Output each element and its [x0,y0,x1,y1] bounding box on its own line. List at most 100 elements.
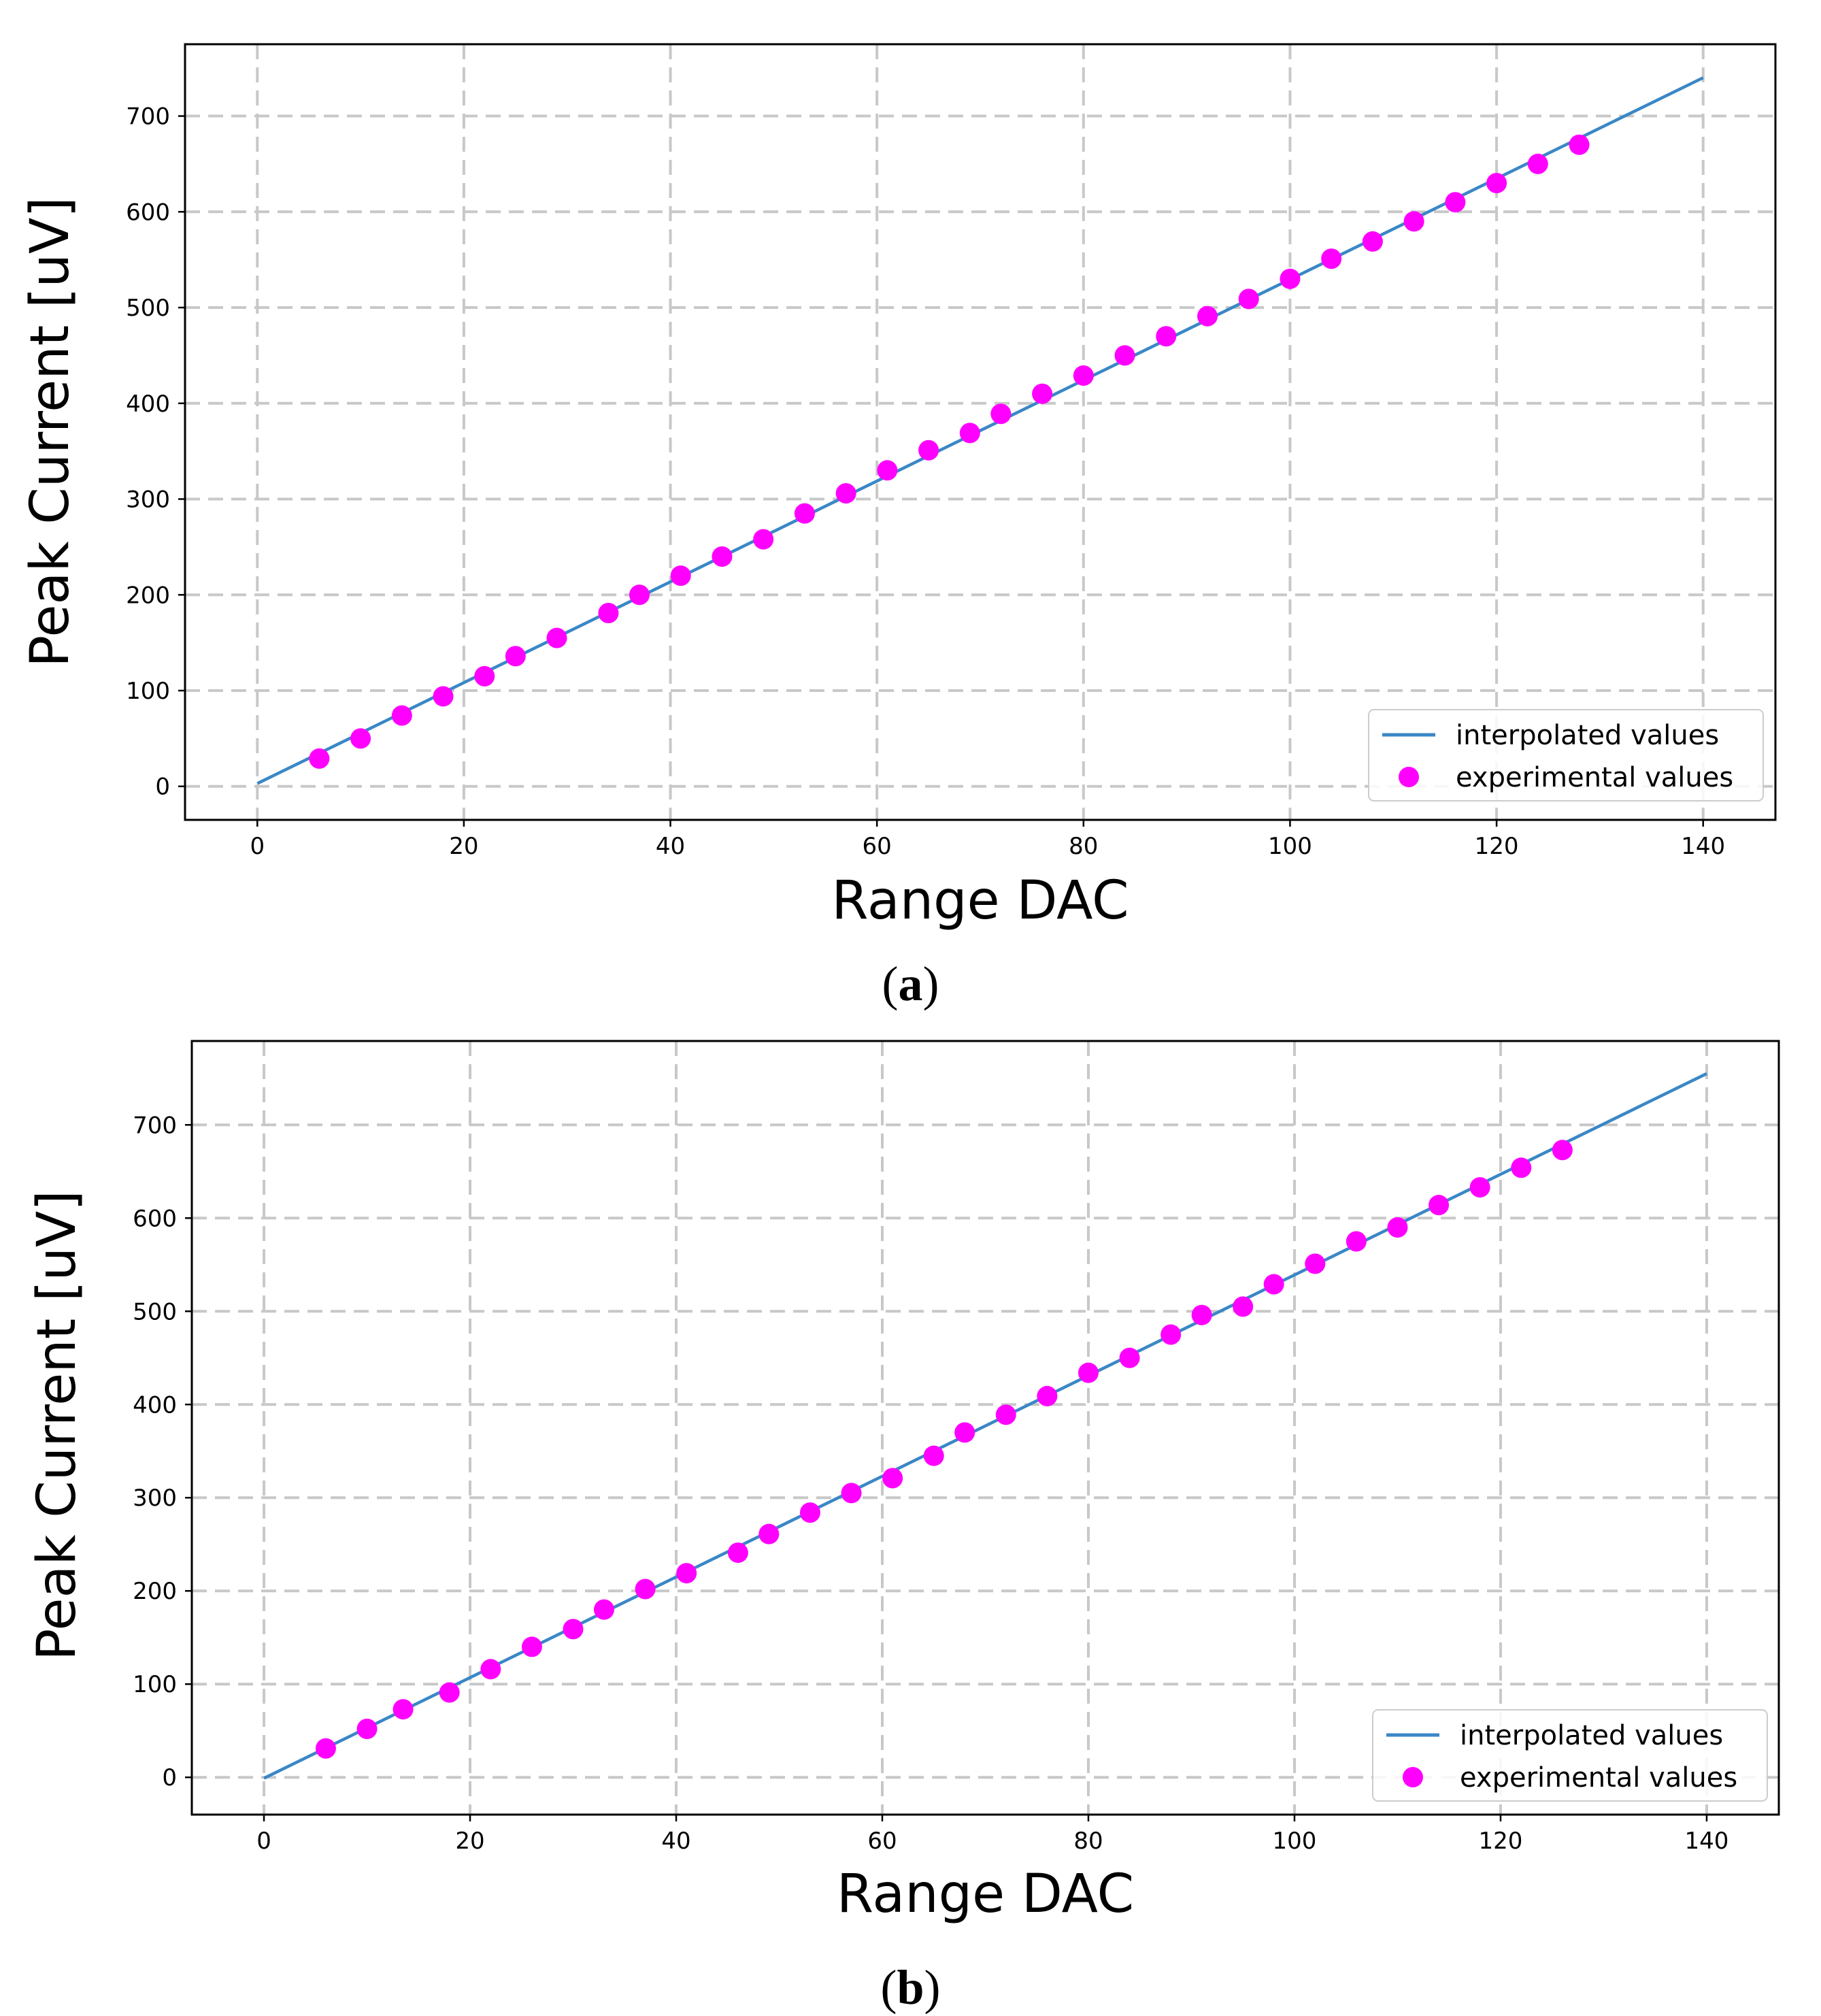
legend-point-label: experimental values [1456,762,1733,793]
data-point [480,1659,501,1680]
data-point [758,1523,780,1544]
data-point [995,1404,1016,1425]
data-point [1552,1140,1573,1161]
data-point [1321,248,1342,269]
data-point [959,423,980,444]
data-point [563,1619,584,1640]
data-point [1346,1231,1367,1252]
y-tick-label: 400 [133,1391,177,1419]
y-tick-label: 500 [126,295,170,322]
data-point [1445,192,1466,213]
y-tick-label: 400 [126,391,170,418]
x-axis-label: Range DAC [831,870,1129,931]
data-point [1032,383,1053,404]
data-point [1119,1347,1140,1368]
data-point [1197,305,1218,327]
data-point [1238,288,1259,310]
caption-a: (a) [882,957,939,1011]
data-point [1429,1195,1450,1216]
caption-b-letter: b [897,1960,924,2015]
y-axis-label: Peak Current [uV] [27,1190,88,1660]
data-point [882,1468,903,1489]
data-point [598,603,619,623]
data-point [990,403,1012,425]
y-tick-label: 700 [126,103,170,131]
data-point [1511,1157,1532,1178]
data-point [918,440,939,461]
caption-a-letter: a [898,957,923,1011]
data-point [670,565,691,586]
data-point [1263,1274,1284,1295]
x-tick-label: 60 [867,1828,897,1855]
data-point [1569,134,1590,155]
x-tick-label: 40 [656,833,685,860]
data-point [1486,173,1507,194]
data-point [1114,345,1135,366]
data-point [546,627,567,648]
x-tick-label: 80 [1069,833,1098,860]
x-tick-label: 100 [1273,1828,1317,1855]
legend-box [1372,1709,1768,1802]
x-tick-label: 40 [661,1828,690,1855]
data-point [923,1445,944,1466]
x-tick-label: 100 [1268,833,1312,860]
y-tick-label: 600 [133,1205,177,1232]
interpolated-line [256,76,1704,785]
plot-frame [184,43,1777,821]
data-point [712,546,733,567]
data-point [1362,231,1383,252]
data-point [315,1738,336,1759]
data-point [753,529,774,550]
x-tick-label: 140 [1685,1828,1729,1855]
data-point [635,1579,656,1600]
data-point [1527,153,1548,174]
data-point [835,483,856,504]
data-point [1233,1296,1254,1317]
data-point [1156,326,1177,347]
y-tick-label: 0 [162,1764,177,1791]
data-point [309,748,330,769]
x-tick-label: 120 [1475,833,1519,860]
chart-b: 0 20 40 60 80 100 120 140 0 100 200 300 400 500 600 700… [27,1040,1780,1925]
data-point [1403,211,1424,232]
y-tick-label: 100 [133,1671,177,1698]
y-tick-label: 200 [133,1578,177,1605]
x-tick-label: 60 [863,833,892,860]
x-tick-label: 0 [250,833,265,860]
data-point [1191,1304,1212,1325]
data-point [433,686,454,707]
data-point [439,1682,460,1703]
data-point [877,460,898,481]
x-tick-label: 120 [1479,1828,1523,1855]
legend-point-swatch [1399,767,1419,787]
legend-box [1368,709,1764,802]
x-tick-label: 140 [1681,833,1725,860]
data-point [392,1699,414,1720]
interpolated-line [263,1072,1707,1780]
legend-point-swatch [1403,1767,1423,1787]
data-point [954,1422,975,1443]
x-tick-label: 80 [1073,1828,1103,1855]
legend-point-label: experimental values [1460,1762,1737,1794]
legend-line-label: interpolated values [1460,1720,1723,1751]
y-tick-label: 600 [126,199,170,226]
x-tick-label: 20 [455,1828,484,1855]
data-point [593,1599,614,1620]
caption-b: (b) [880,1960,941,2015]
x-tick-label: 20 [449,833,478,860]
y-tick-label: 100 [126,678,170,705]
data-point [1305,1253,1326,1274]
plot-frame [190,1040,1780,1816]
data-point [1280,268,1301,289]
data-point [1387,1217,1408,1238]
data-point [521,1636,542,1657]
y-tick-label: 200 [126,582,170,609]
y-tick-label: 500 [133,1298,177,1325]
y-axis-label: Peak Current [uV] [20,197,81,667]
data-point [1077,1362,1099,1383]
data-point [1469,1177,1490,1198]
x-axis-label: Range DAC [837,1864,1134,1925]
y-tick-label: 700 [133,1112,177,1139]
legend-line-label: interpolated values [1456,720,1719,751]
data-point [629,584,650,606]
